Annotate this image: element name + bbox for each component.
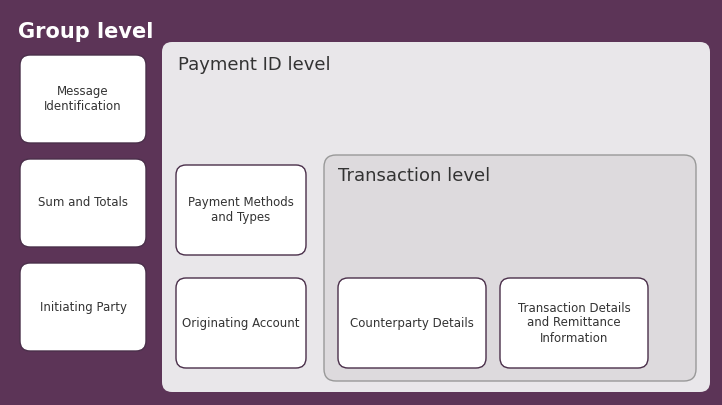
Text: Originating Account: Originating Account xyxy=(182,316,300,330)
FancyBboxPatch shape xyxy=(324,155,696,381)
Text: Transaction level: Transaction level xyxy=(338,167,490,185)
Text: Sum and Totals: Sum and Totals xyxy=(38,196,128,209)
Text: Message
Identification: Message Identification xyxy=(44,85,122,113)
Text: Initiating Party: Initiating Party xyxy=(40,301,126,313)
Text: Payment ID level: Payment ID level xyxy=(178,56,331,74)
Text: Payment Methods
and Types: Payment Methods and Types xyxy=(188,196,294,224)
FancyBboxPatch shape xyxy=(162,42,710,392)
FancyBboxPatch shape xyxy=(176,278,306,368)
Text: Group level: Group level xyxy=(18,22,153,42)
FancyBboxPatch shape xyxy=(20,263,146,351)
FancyBboxPatch shape xyxy=(500,278,648,368)
FancyBboxPatch shape xyxy=(6,6,716,399)
FancyBboxPatch shape xyxy=(176,165,306,255)
FancyBboxPatch shape xyxy=(20,159,146,247)
Text: Counterparty Details: Counterparty Details xyxy=(350,316,474,330)
Text: Transaction Details
and Remittance
Information: Transaction Details and Remittance Infor… xyxy=(518,301,630,345)
FancyBboxPatch shape xyxy=(20,55,146,143)
FancyBboxPatch shape xyxy=(338,278,486,368)
